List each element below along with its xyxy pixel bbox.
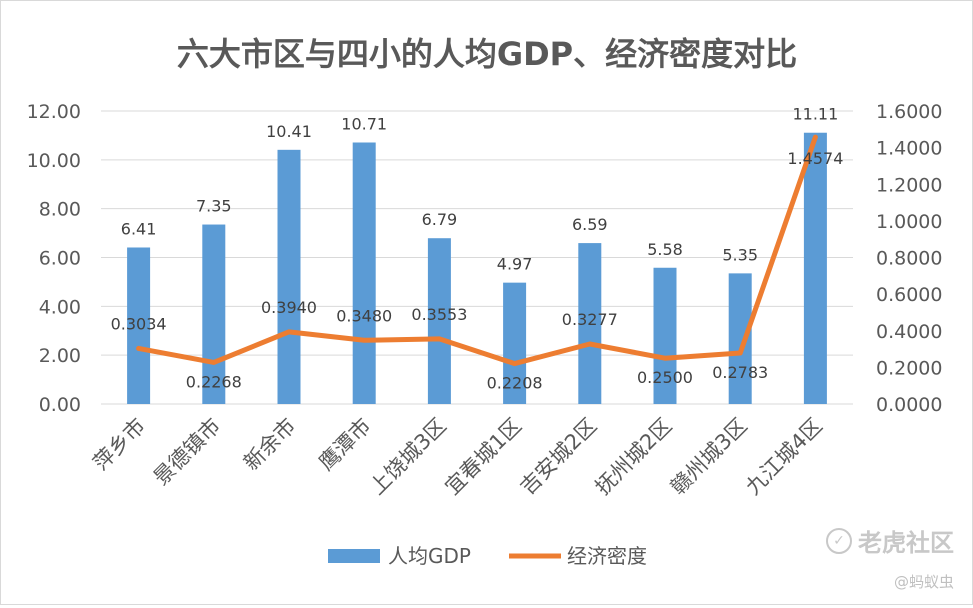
bar xyxy=(653,267,677,404)
x-tick-label: 宜春城1区 xyxy=(440,414,526,500)
y-right-tick-label: 1.6000 xyxy=(876,101,942,123)
chart-title: 六大市区与四小的人均GDP、经济密度对比 xyxy=(177,35,797,73)
legend-label-gdp: 人均GDP xyxy=(388,544,471,568)
line-data-label: 0.3553 xyxy=(411,305,467,324)
y-left-tick-label: 10.00 xyxy=(27,150,81,172)
watermark-brand: 老虎社区 xyxy=(858,529,954,557)
x-tick-label: 上饶城3区 xyxy=(365,414,451,500)
y-axis-left: 0.00 2.00 4.00 6.00 8.00 10.00 12.00 xyxy=(27,101,81,416)
y-left-tick-label: 6.00 xyxy=(39,248,81,270)
y-left-tick-label: 2.00 xyxy=(39,345,81,367)
bar-data-label: 6.79 xyxy=(422,210,458,229)
x-tick-label: 九江城4区 xyxy=(741,414,827,500)
x-tick-label: 萍乡市 xyxy=(89,414,151,476)
y-right-tick-label: 1.0000 xyxy=(876,211,942,233)
bar-data-label: 6.59 xyxy=(572,215,608,234)
bar xyxy=(578,243,602,404)
line-data-label: 0.3940 xyxy=(261,298,317,317)
chat-bubble-icon: ✓ xyxy=(826,527,852,554)
bar xyxy=(427,238,451,404)
bar-data-label: 6.41 xyxy=(121,219,157,238)
line-data-label: 0.2208 xyxy=(487,374,543,393)
bar xyxy=(803,132,827,404)
bar xyxy=(127,247,151,404)
y-right-tick-label: 0.4000 xyxy=(876,321,942,343)
bar-data-label: 5.58 xyxy=(647,240,683,259)
bar xyxy=(503,282,527,404)
x-tick-label: 鹰潭市 xyxy=(314,414,376,476)
y-left-tick-label: 8.00 xyxy=(39,199,81,221)
x-tick-label: 抚州城2区 xyxy=(591,414,677,500)
x-tick-label: 赣州城3区 xyxy=(666,414,752,500)
bar xyxy=(352,142,376,404)
y-right-tick-label: 0.6000 xyxy=(876,284,942,306)
watermark-author: @蚂蚁虫 xyxy=(893,573,954,591)
line-data-label: 0.2268 xyxy=(186,372,242,391)
legend-label-density: 经济密度 xyxy=(567,544,647,568)
y-right-tick-label: 0.2000 xyxy=(876,357,942,379)
bar-data-label: 11.11 xyxy=(792,105,838,124)
y-right-tick-label: 1.2000 xyxy=(876,174,942,196)
x-tick-label: 新余市 xyxy=(239,414,301,476)
line-data-label: 0.2783 xyxy=(712,363,768,382)
bar-data-label: 10.41 xyxy=(266,122,312,141)
line-data-label: 0.3480 xyxy=(336,306,392,325)
bar-data-label: 4.97 xyxy=(497,255,533,274)
x-tick-label: 景德镇市 xyxy=(149,414,225,490)
y-left-tick-label: 4.00 xyxy=(39,296,81,318)
watermark: ✓ 老虎社区 xyxy=(826,523,954,558)
bar xyxy=(728,273,752,404)
bar-series-gdp: 6.41 7.35 10.41 10.71 6.79 4.97 6.59 5.58 5.35 11… xyxy=(121,105,838,404)
x-tick-label: 吉安城2区 xyxy=(516,414,602,500)
density-line xyxy=(136,134,818,367)
bar-data-label: 10.71 xyxy=(341,114,387,133)
legend-swatch-gdp xyxy=(328,549,380,563)
bar-data-label: 5.35 xyxy=(722,245,758,264)
bar-data-label: 7.35 xyxy=(196,197,232,216)
y-left-tick-label: 0.00 xyxy=(39,394,81,416)
line-data-label: 0.3277 xyxy=(562,310,618,329)
line-data-label: 0.3034 xyxy=(111,314,167,333)
y-right-tick-label: 1.4000 xyxy=(876,138,942,160)
chart-legend: 人均GDP 经济密度 xyxy=(328,544,647,568)
line-data-label: 0.2500 xyxy=(637,368,693,387)
line-data-label: 1.4574 xyxy=(787,149,843,168)
bar xyxy=(277,149,301,404)
line-series-density: 0.3034 0.2268 0.3940 0.3480 0.3553 0.2208 0.32… xyxy=(111,134,843,393)
y-right-tick-label: 0.8000 xyxy=(876,248,942,270)
y-left-tick-label: 12.00 xyxy=(27,101,81,123)
y-right-tick-label: 0.0000 xyxy=(876,394,942,416)
y-axis-right: 0.0000 0.2000 0.4000 0.6000 0.8000 1.0000 1.20… xyxy=(876,101,942,416)
